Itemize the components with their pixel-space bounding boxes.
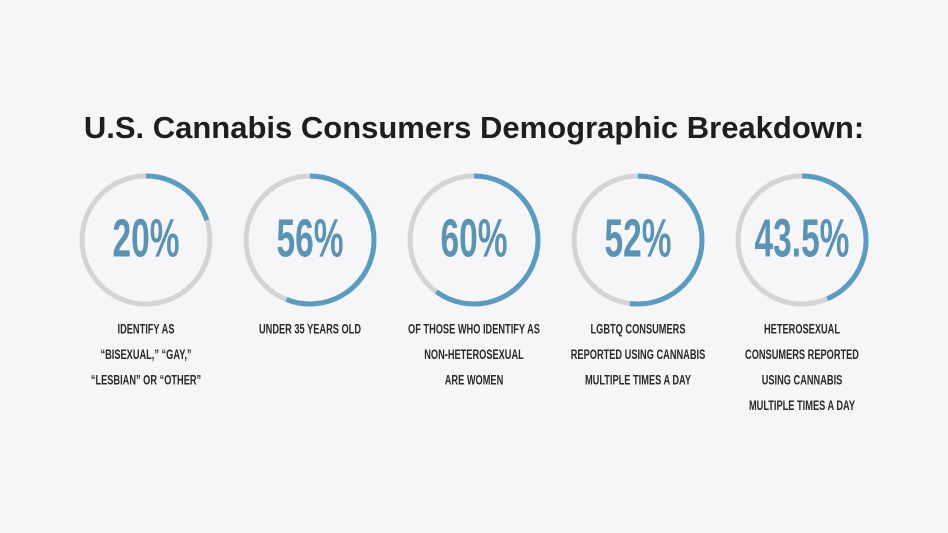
ring-arc (629, 173, 705, 307)
description-line: NON-HETEROSEXUAL (424, 346, 524, 363)
ring-arc (801, 173, 869, 302)
description-line: ARE WOMEN (445, 372, 504, 389)
value-label: 60% (441, 207, 508, 268)
ring-arc (145, 173, 210, 222)
description-line: “LESBIAN” OR “OTHER” (91, 372, 201, 389)
chart-title: U.S. Cannabis Consumers Demographic Brea… (84, 110, 864, 145)
description-line: OF THOSE WHO IDENTIFY AS (408, 321, 540, 338)
description-line: HETEROSEXUAL (764, 321, 840, 338)
description-line: USING CANNABIS (762, 372, 843, 389)
value-label: 56% (277, 207, 344, 268)
description-line: MULTIPLE TIMES A DAY (585, 372, 691, 389)
value-label: 43.5% (755, 207, 850, 268)
description-line: “BISEXUAL,” “GAY,” (100, 346, 191, 363)
description-line: CONSUMERS REPORTED (745, 346, 859, 363)
description-line: REPORTED USING CANNABIS (571, 346, 706, 363)
ring-arc (285, 173, 377, 307)
ring-arc (434, 173, 541, 307)
description-line: IDENTIFY AS (118, 321, 175, 338)
description-line: MULTIPLE TIMES A DAY (749, 397, 855, 414)
description-line: LGBTQ CONSUMERS (591, 321, 686, 338)
value-label: 20% (113, 207, 180, 268)
value-label: 52% (605, 207, 672, 268)
description-line: UNDER 35 YEARS OLD (259, 321, 361, 338)
